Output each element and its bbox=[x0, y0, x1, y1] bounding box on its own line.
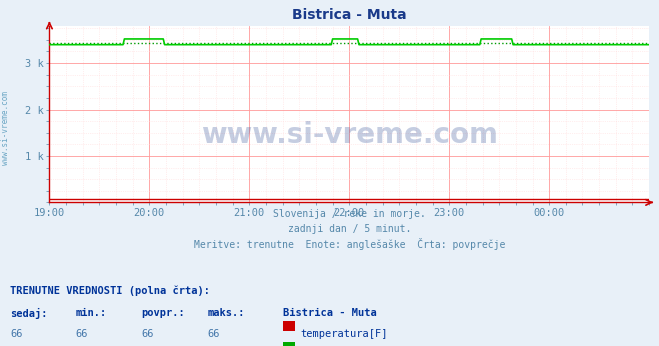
Text: Bistrica - Muta: Bistrica - Muta bbox=[283, 308, 377, 318]
Text: www.si-vreme.com: www.si-vreme.com bbox=[1, 91, 10, 165]
Text: 66: 66 bbox=[10, 329, 22, 339]
Text: zadnji dan / 5 minut.: zadnji dan / 5 minut. bbox=[287, 224, 411, 234]
Text: 66: 66 bbox=[142, 329, 154, 339]
Text: 66: 66 bbox=[76, 329, 88, 339]
Text: 66: 66 bbox=[208, 329, 220, 339]
Text: TRENUTNE VREDNOSTI (polna črta):: TRENUTNE VREDNOSTI (polna črta): bbox=[10, 285, 210, 296]
Text: Slovenija / reke in morje.: Slovenija / reke in morje. bbox=[273, 209, 426, 219]
Text: sedaj:: sedaj: bbox=[10, 308, 47, 319]
Title: Bistrica - Muta: Bistrica - Muta bbox=[292, 8, 407, 22]
Text: temperatura[F]: temperatura[F] bbox=[301, 329, 388, 339]
Text: www.si-vreme.com: www.si-vreme.com bbox=[201, 121, 498, 149]
Text: maks.:: maks.: bbox=[208, 308, 245, 318]
Text: Meritve: trenutne  Enote: anglešaške  Črta: povprečje: Meritve: trenutne Enote: anglešaške Črta… bbox=[194, 238, 505, 251]
Text: min.:: min.: bbox=[76, 308, 107, 318]
Text: povpr.:: povpr.: bbox=[142, 308, 185, 318]
